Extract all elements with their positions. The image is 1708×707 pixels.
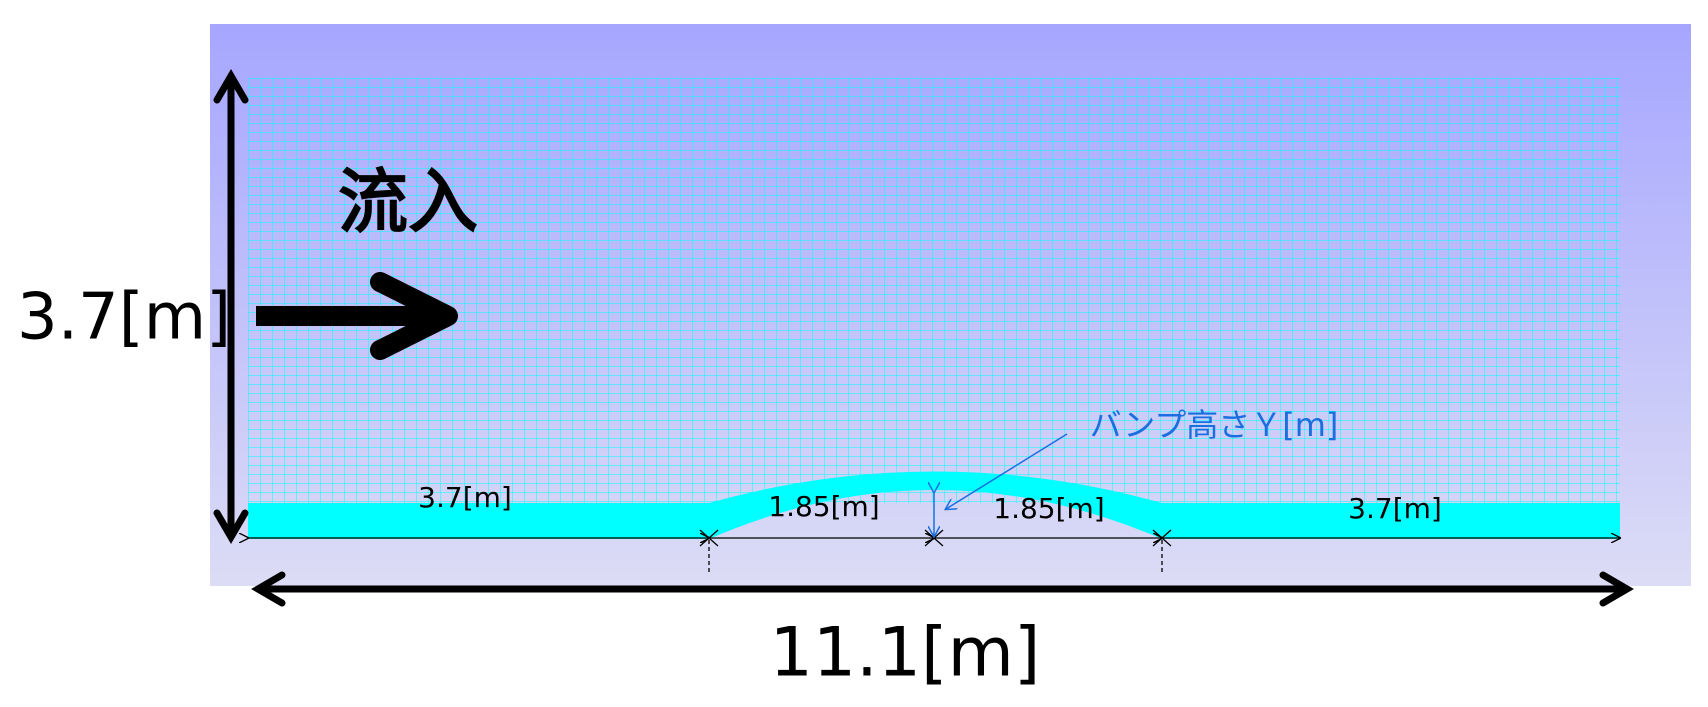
segment-label: 3.7[m] xyxy=(418,481,512,514)
segment-label: 1.85[m] xyxy=(993,492,1104,525)
segment-label: 1.85[m] xyxy=(768,490,879,523)
height-arrow-heads xyxy=(213,69,249,544)
mesh xyxy=(248,78,1620,503)
length-arrow-heads xyxy=(251,571,1634,607)
segment-label: 3.7[m] xyxy=(1348,492,1442,525)
length-label: 11.1[m] xyxy=(770,614,1041,693)
height-label: 3.7[m] xyxy=(17,281,231,355)
inflow-arrow-head xyxy=(370,272,458,360)
bump-height-label: バンプ高さＹ[m] xyxy=(1090,406,1339,444)
dimension-lines xyxy=(248,529,1620,575)
inflow-label: 流入 xyxy=(338,161,478,243)
boundary-layer-mesh xyxy=(248,471,1620,539)
bump-leader xyxy=(946,433,1068,509)
